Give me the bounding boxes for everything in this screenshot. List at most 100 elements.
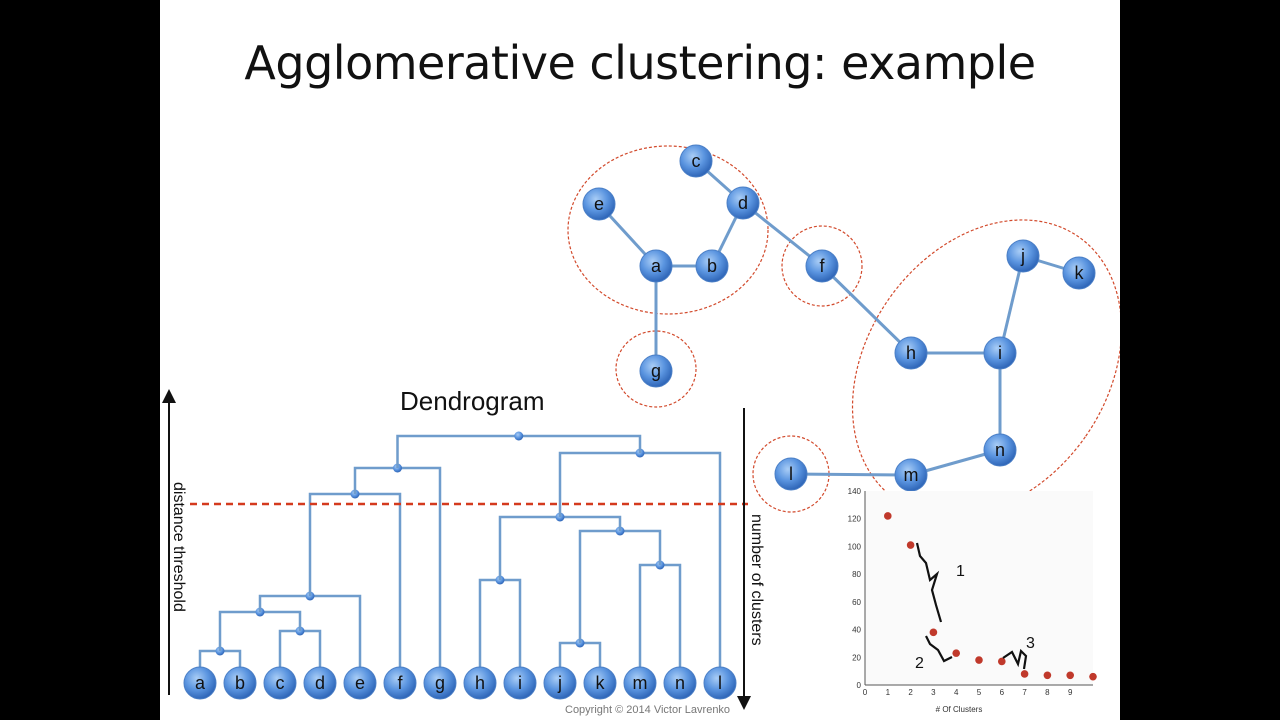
annotation-label-3: 3 bbox=[1026, 635, 1035, 652]
dendrogram-leaf-f[interactable]: f bbox=[383, 666, 417, 700]
dendrogram-leaf-circle bbox=[703, 666, 737, 700]
graph-node-g[interactable]: g bbox=[639, 354, 673, 388]
annotation-curve-3 bbox=[1002, 648, 1028, 670]
graph-node-d[interactable]: d bbox=[726, 186, 760, 220]
scatter-point-5 bbox=[975, 656, 983, 664]
scatter-y-tick: 100 bbox=[848, 542, 862, 551]
graph-node-m[interactable]: m bbox=[894, 458, 928, 492]
dendrogram-leaf-label: d bbox=[315, 673, 325, 693]
scatter-y-tick: 20 bbox=[852, 653, 861, 662]
scatter-x-label: # Of Clusters bbox=[936, 705, 983, 714]
dendrogram-leaf-label: l bbox=[718, 673, 722, 693]
scatter-point-3 bbox=[929, 628, 938, 637]
scatter-x-tick: 8 bbox=[1045, 688, 1050, 697]
graph-node-n[interactable]: n bbox=[983, 433, 1017, 467]
dendrogram-link-m-n bbox=[638, 563, 682, 667]
annotation-curve-1 bbox=[915, 542, 943, 623]
dendrogram-leaf-label: c bbox=[276, 673, 285, 693]
dendrogram-leaf-c[interactable]: c bbox=[263, 666, 297, 700]
graph-node-circle bbox=[1006, 239, 1040, 273]
graph-node-label: f bbox=[819, 256, 825, 276]
dendrogram-leaf-circle bbox=[543, 666, 577, 700]
graph-node-f[interactable]: f bbox=[805, 249, 839, 283]
dendrogram-leaf-circle bbox=[503, 666, 537, 700]
graph-node-e[interactable]: e bbox=[582, 187, 616, 221]
dendrogram-leaf-g[interactable]: g bbox=[423, 666, 457, 700]
dendrogram-leaf-label: i bbox=[518, 673, 522, 693]
dendrogram-title: Dendrogram bbox=[400, 386, 545, 416]
dendrogram-leaf-circle bbox=[303, 666, 337, 700]
graph-node-circle bbox=[805, 249, 839, 283]
graph-node-label: h bbox=[906, 343, 916, 363]
graph-node-l[interactable]: l bbox=[774, 457, 808, 491]
scatter-point-7 bbox=[1020, 670, 1029, 678]
dendrogram-leaf-label: h bbox=[475, 673, 485, 693]
graph-edge-f-h bbox=[820, 264, 913, 355]
graph-node-circle bbox=[639, 249, 673, 283]
diagram-canvas: a b c d e f g h i j k l m n a b c d e f g h i j k m n l distance t… bbox=[162, 144, 1120, 714]
dendrogram-leaf-e[interactable]: e bbox=[343, 666, 377, 700]
graph-node-label: b bbox=[707, 256, 717, 276]
graph-node-circle bbox=[679, 144, 713, 178]
cluster-outline-abcde bbox=[567, 145, 769, 315]
graph-node-circle bbox=[983, 433, 1017, 467]
dendrogram-leaf-a[interactable]: a bbox=[183, 666, 217, 700]
scatter-x-tick: 1 bbox=[886, 688, 891, 697]
graph-node-label: e bbox=[594, 194, 604, 214]
dendrogram-leaf-circle bbox=[463, 666, 497, 700]
dendrogram-leaf-circle bbox=[423, 666, 457, 700]
dendrogram-leaf-circle bbox=[343, 666, 377, 700]
graph-edge-i-j bbox=[998, 255, 1025, 354]
graph-edge-d-f bbox=[742, 201, 823, 268]
dendrogram-leaf-label: g bbox=[435, 673, 445, 693]
slide-title: Agglomerative clustering: example bbox=[244, 36, 1036, 90]
scatter-x-tick: 7 bbox=[1022, 688, 1027, 697]
slide: Agglomerative clustering: example a b c d e f… bbox=[160, 0, 1120, 720]
scatter-point-4 bbox=[952, 649, 960, 657]
dendrogram-link-c-d bbox=[278, 629, 322, 667]
dendrogram-leaf-b[interactable]: b bbox=[223, 666, 257, 700]
graph-node-a[interactable]: a bbox=[639, 249, 673, 283]
graph-node-circle bbox=[774, 457, 808, 491]
graph-node-j[interactable]: j bbox=[1006, 239, 1040, 273]
graph-node-label: j bbox=[1020, 246, 1025, 266]
scatter-y-tick: 40 bbox=[852, 626, 861, 635]
dendrogram-leaf-circle bbox=[183, 666, 217, 700]
graph-node-label: d bbox=[738, 193, 748, 213]
dendrogram-leaf-k[interactable]: k bbox=[583, 666, 617, 700]
graph-node-i[interactable]: i bbox=[983, 336, 1017, 370]
graph-node-h[interactable]: h bbox=[894, 336, 928, 370]
graph-node-label: l bbox=[789, 464, 793, 484]
graph-node-k[interactable]: k bbox=[1062, 256, 1096, 290]
cluster-outline-g bbox=[615, 330, 697, 408]
dendrogram-leaf-n[interactable]: n bbox=[663, 666, 697, 700]
scatter-y-tick: 60 bbox=[852, 598, 861, 607]
dendrogram-leaf-l[interactable]: l bbox=[703, 666, 737, 700]
graph-node-label: n bbox=[995, 440, 1005, 460]
dendrogram-leaf-j[interactable]: j bbox=[543, 666, 577, 700]
distance-threshold-label: distance threshold bbox=[170, 482, 187, 612]
dendrogram-leaf-h[interactable]: h bbox=[463, 666, 497, 700]
graph-node-c[interactable]: c bbox=[679, 144, 713, 178]
scatter-x-tick: 0 bbox=[863, 688, 868, 697]
graph-node-b[interactable]: b bbox=[695, 249, 729, 283]
dendrogram-leaf-label: b bbox=[235, 673, 245, 693]
dendrogram-leaf-i[interactable]: i bbox=[503, 666, 537, 700]
dendrogram-leaf-label: n bbox=[675, 673, 685, 693]
graph-node-circle bbox=[639, 354, 673, 388]
scatter-point-9 bbox=[1066, 671, 1074, 680]
dendrogram-leaf-label: j bbox=[557, 673, 562, 693]
scatter-point-6 bbox=[998, 657, 1006, 666]
scatter-x-tick: 6 bbox=[1000, 688, 1005, 697]
scatter-x-tick: 3 bbox=[931, 688, 936, 697]
graph-node-label: a bbox=[651, 256, 662, 276]
scatter-y-tick: 120 bbox=[848, 515, 862, 524]
scatter-y-tick: 0 bbox=[857, 681, 862, 690]
graph-node-circle bbox=[983, 336, 1017, 370]
graph-node-label: i bbox=[998, 343, 1002, 363]
dendrogram-leaf-m[interactable]: m bbox=[623, 666, 657, 700]
scatter-point-10 bbox=[1089, 672, 1097, 681]
graph-node-circle bbox=[695, 249, 729, 283]
dendrogram-leaf-circle bbox=[383, 666, 417, 700]
dendrogram-leaf-d[interactable]: d bbox=[303, 666, 337, 700]
